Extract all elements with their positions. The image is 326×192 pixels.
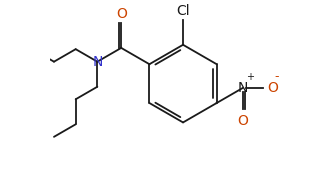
Text: N: N xyxy=(238,81,248,95)
Text: -: - xyxy=(274,70,279,84)
Text: +: + xyxy=(246,72,255,83)
Text: O: O xyxy=(268,81,279,95)
Text: Cl: Cl xyxy=(176,4,190,18)
Text: O: O xyxy=(237,114,248,128)
Text: N: N xyxy=(92,55,103,69)
Text: O: O xyxy=(116,7,127,21)
